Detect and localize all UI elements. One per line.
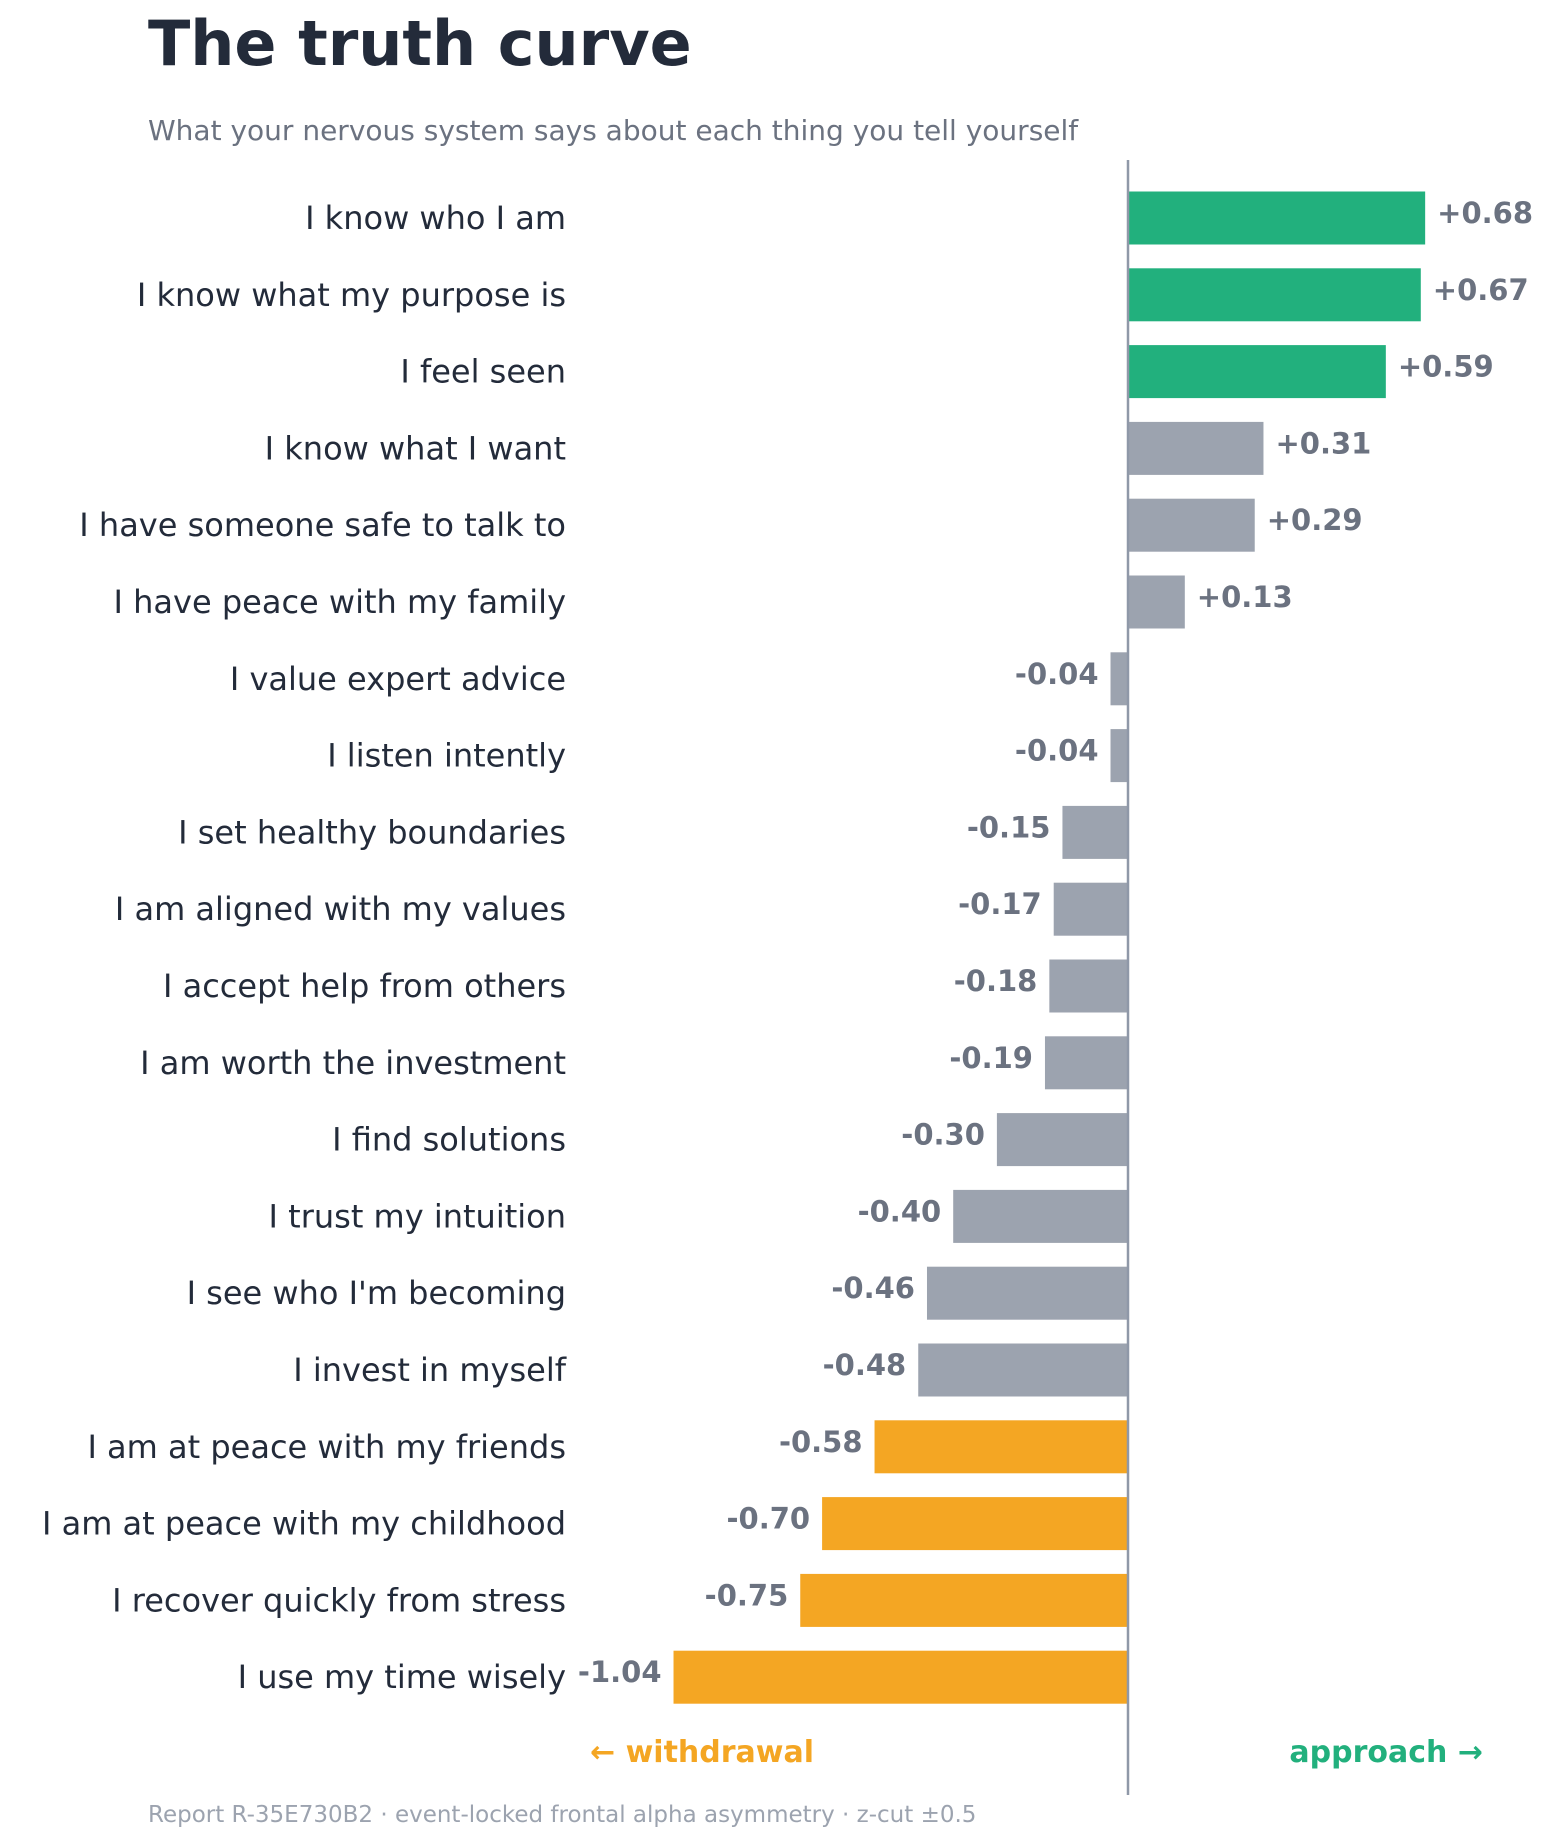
value-label: -1.04 bbox=[578, 1655, 662, 1689]
category-label: I set healthy boundaries bbox=[178, 813, 566, 851]
bar-8 bbox=[1062, 805, 1128, 859]
value-label: +0.13 bbox=[1197, 580, 1293, 614]
category-label: I have someone safe to talk to bbox=[79, 506, 566, 544]
value-label: -0.04 bbox=[1015, 657, 1099, 691]
value-label: +0.68 bbox=[1437, 196, 1533, 230]
bar-11 bbox=[1044, 1036, 1128, 1090]
category-label: I trust my intuition bbox=[269, 1197, 566, 1235]
bar-4 bbox=[1128, 498, 1255, 552]
bar-17 bbox=[822, 1497, 1128, 1551]
category-label: I recover quickly from stress bbox=[112, 1581, 566, 1619]
value-label: -0.30 bbox=[901, 1118, 985, 1152]
bar-12 bbox=[996, 1113, 1128, 1167]
bar-2 bbox=[1128, 345, 1386, 399]
category-label: I listen intently bbox=[327, 737, 566, 775]
value-label: -0.48 bbox=[823, 1348, 907, 1382]
value-label: -0.70 bbox=[727, 1502, 811, 1536]
chart-subtitle: What your nervous system says about each… bbox=[148, 114, 1079, 147]
category-label: I am at peace with my childhood bbox=[42, 1505, 566, 1543]
category-label: I see who I'm becoming bbox=[187, 1274, 566, 1312]
value-label: -0.17 bbox=[958, 887, 1042, 921]
value-label: +0.59 bbox=[1398, 350, 1494, 384]
value-label: -0.58 bbox=[779, 1425, 863, 1459]
approach-direction-label: approach → bbox=[1289, 1735, 1483, 1770]
value-label: -0.04 bbox=[1015, 734, 1099, 768]
value-label: -0.18 bbox=[954, 964, 1038, 998]
category-label: I have peace with my family bbox=[114, 583, 566, 621]
category-label: I use my time wisely bbox=[238, 1658, 566, 1696]
value-label: -0.19 bbox=[949, 1041, 1033, 1075]
bar-0 bbox=[1128, 191, 1426, 245]
value-label: -0.15 bbox=[967, 810, 1051, 844]
category-label: I value expert advice bbox=[230, 660, 566, 698]
category-label: I invest in myself bbox=[293, 1351, 567, 1389]
bar-15 bbox=[918, 1343, 1128, 1397]
category-label: I feel seen bbox=[400, 353, 566, 391]
report-footer: Report R-35E730B2 · event-locked frontal… bbox=[148, 1802, 976, 1828]
category-label: I am worth the investment bbox=[140, 1044, 566, 1082]
bar-1 bbox=[1128, 268, 1421, 322]
value-label: -0.40 bbox=[858, 1194, 942, 1228]
category-label: I know what I want bbox=[265, 429, 566, 467]
chart-title: The truth curve bbox=[148, 7, 692, 80]
bar-5 bbox=[1128, 575, 1185, 629]
bar-16 bbox=[874, 1420, 1128, 1474]
value-label: -0.46 bbox=[831, 1271, 915, 1305]
category-label: I find solutions bbox=[332, 1121, 566, 1159]
bars-group: I know who I am +0.68 I know what my purpo… bbox=[42, 191, 1533, 1704]
bar-14 bbox=[926, 1266, 1128, 1320]
value-label: +0.67 bbox=[1433, 273, 1529, 307]
value-label: -0.75 bbox=[705, 1578, 789, 1612]
bar-13 bbox=[953, 1189, 1128, 1243]
category-label: I am aligned with my values bbox=[115, 890, 566, 928]
bar-7 bbox=[1110, 729, 1128, 783]
category-label: I know who I am bbox=[305, 199, 566, 237]
bar-9 bbox=[1053, 882, 1128, 936]
bar-19 bbox=[673, 1650, 1128, 1704]
bar-3 bbox=[1128, 421, 1264, 475]
withdrawal-direction-label: ← withdrawal bbox=[590, 1735, 814, 1770]
category-label: I accept help from others bbox=[163, 967, 566, 1005]
category-label: I am at peace with my friends bbox=[87, 1428, 566, 1466]
bar-6 bbox=[1110, 652, 1128, 706]
bar-18 bbox=[800, 1573, 1128, 1627]
value-label: +0.29 bbox=[1267, 503, 1363, 537]
value-label: +0.31 bbox=[1275, 426, 1371, 460]
category-label: I know what my purpose is bbox=[137, 276, 566, 314]
bar-10 bbox=[1049, 959, 1128, 1013]
